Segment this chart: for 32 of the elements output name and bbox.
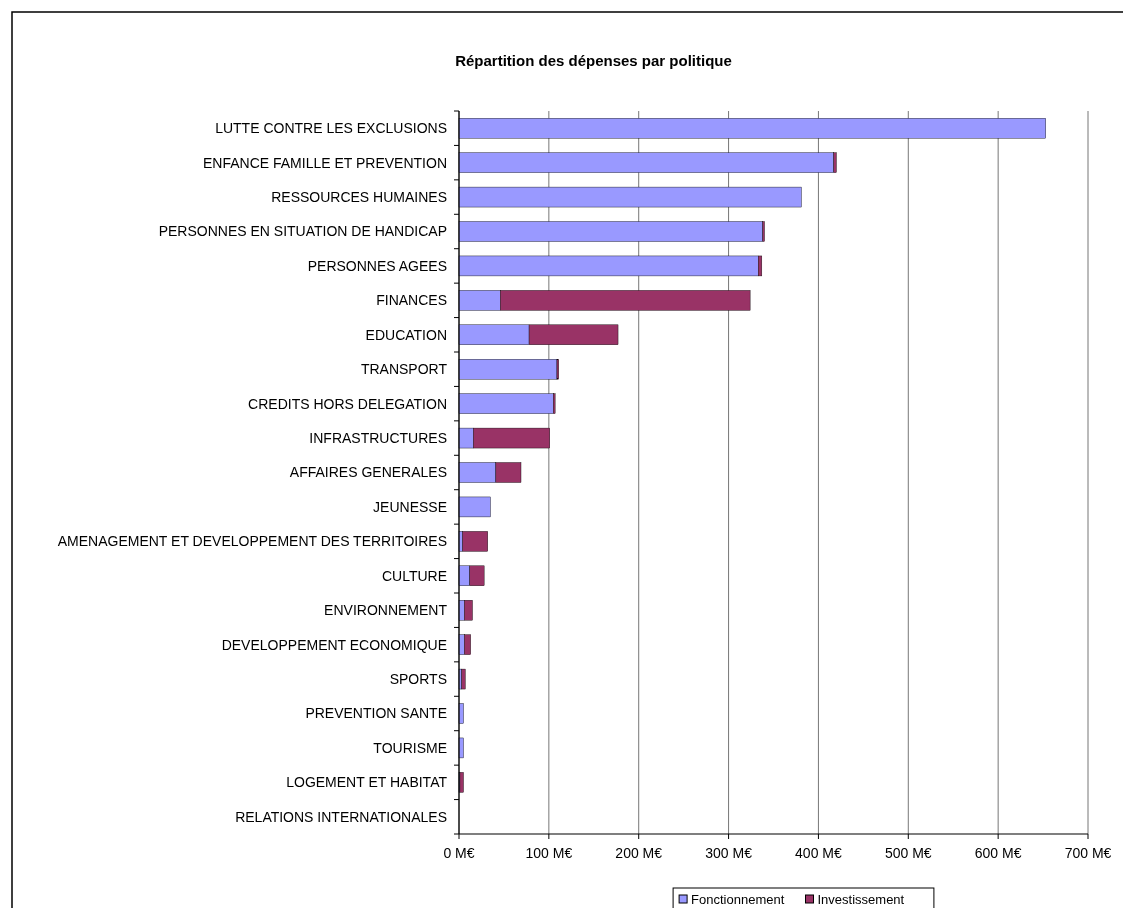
- y-tick-label: JEUNESSE: [373, 498, 447, 515]
- y-tick-label: TRANSPORT: [360, 361, 448, 378]
- x-tick-label: 200 M€: [615, 845, 663, 861]
- y-tick-label: AFFAIRES GENERALES: [289, 464, 447, 481]
- y-tick-label: RESSOURCES HUMAINES: [271, 188, 447, 205]
- y-tick-label: RELATIONS INTERNATIONALES: [235, 808, 447, 825]
- x-tick-label: 300 M€: [705, 845, 753, 861]
- y-tick-label: ENVIRONNEMENT: [324, 602, 448, 619]
- y-tick-label: ENFANCE FAMILLE ET PREVENTION: [202, 154, 447, 171]
- x-tick-label: 500 M€: [884, 845, 932, 861]
- x-tick-label: 400 M€: [795, 845, 842, 861]
- legend-label: Investissement: [817, 892, 905, 907]
- x-tick-label: 100 M€: [525, 845, 573, 861]
- y-tick-label: PERSONNES EN SITUATION DE HANDICAP: [158, 223, 447, 240]
- y-tick-label: CREDITS HORS DELEGATION: [248, 395, 447, 412]
- legend-label: Fonctionnement: [691, 892, 785, 907]
- y-tick-label: LUTTE CONTRE LES EXCLUSIONS: [215, 120, 447, 137]
- x-tick-label: 700 M€: [1064, 845, 1112, 861]
- y-tick-label: LOGEMENT ET HABITAT: [286, 774, 448, 791]
- chart-title: Répartition des dépenses par politique: [455, 52, 732, 69]
- x-tick-label: 0 M€: [443, 845, 475, 861]
- y-tick-label: PERSONNES AGEES: [307, 257, 447, 274]
- y-tick-label: DEVELOPPEMENT ECONOMIQUE: [221, 636, 447, 653]
- y-tick-label: TOURISME: [373, 739, 447, 756]
- y-tick-label: PREVENTION SANTE: [305, 705, 447, 722]
- y-tick-label: SPORTS: [389, 670, 447, 687]
- y-tick-label: AMENAGEMENT ET DEVELOPPEMENT DES TERRITOIRES: [57, 533, 447, 550]
- y-tick-label: FINANCES: [376, 292, 447, 309]
- y-tick-label: CULTURE: [381, 567, 447, 584]
- y-tick-label: INFRASTRUCTURES: [309, 429, 447, 446]
- y-tick-label: EDUCATION: [365, 326, 447, 343]
- x-tick-label: 600 M€: [974, 845, 1022, 861]
